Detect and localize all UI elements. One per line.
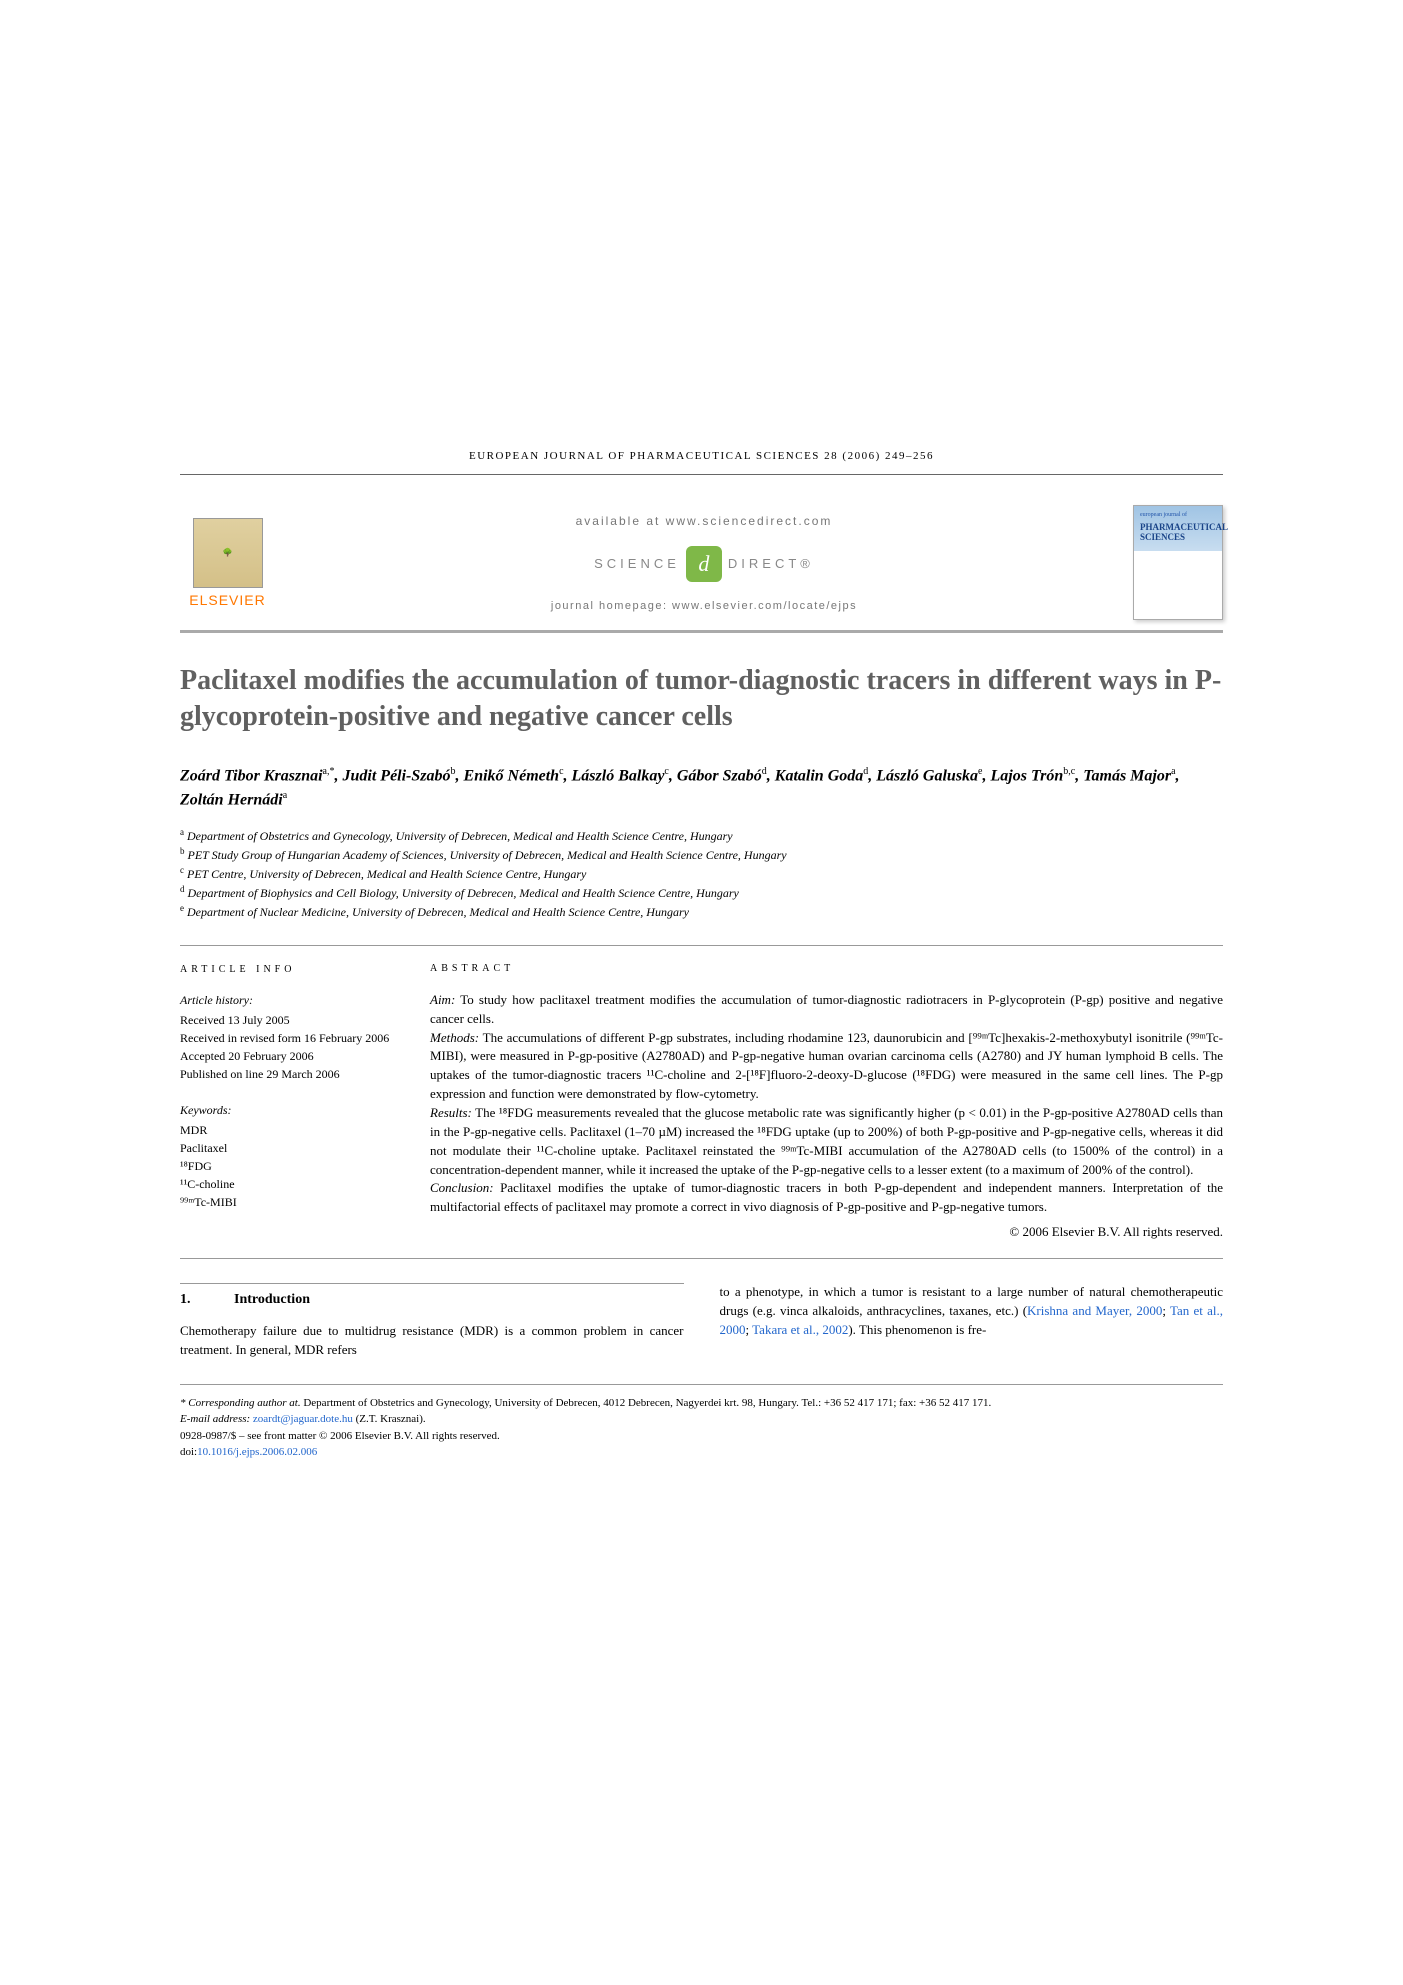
footer: * Corresponding author at. Department of… xyxy=(180,1384,1223,1461)
keyword: ¹⁸FDG xyxy=(180,1157,390,1175)
section-title: Introduction xyxy=(234,1292,310,1307)
abstract-heading: ABSTRACT xyxy=(430,962,1223,977)
elsevier-tree-icon: 🌳 xyxy=(193,518,263,588)
intro-para-2: to a phenotype, in which a tumor is resi… xyxy=(720,1283,1224,1340)
history-label: Article history: xyxy=(180,991,390,1009)
conclusion-text: Paclitaxel modifies the uptake of tumor-… xyxy=(430,1180,1223,1214)
sd-at-icon: d xyxy=(686,546,722,582)
methods-label: Methods: xyxy=(430,1030,479,1045)
elsevier-logo: 🌳 ELSEVIER xyxy=(180,518,275,608)
issn-line: 0928-0987/$ – see front matter © 2006 El… xyxy=(180,1428,1223,1445)
cover-title: PHARMACEUTICAL SCIENCES xyxy=(1140,522,1216,542)
aim-label: Aim: xyxy=(430,992,455,1007)
citation-1[interactable]: Krishna and Mayer, 2000 xyxy=(1027,1303,1162,1318)
conclusion-label: Conclusion: xyxy=(430,1180,494,1195)
sd-left: SCIENCE xyxy=(594,556,680,571)
abstract-aim: Aim: To study how paclitaxel treatment m… xyxy=(430,991,1223,1029)
sd-right: DIRECT® xyxy=(728,556,814,571)
top-rule xyxy=(180,474,1223,475)
info-abstract-block: ARTICLE INFO Article history: Received 1… xyxy=(180,945,1223,1258)
article-info: ARTICLE INFO Article history: Received 1… xyxy=(180,962,390,1241)
column-left: 1.Introduction Chemotherapy failure due … xyxy=(180,1283,684,1360)
aim-text: To study how paclitaxel treatment modifi… xyxy=(430,992,1223,1026)
keyword: Paclitaxel xyxy=(180,1139,390,1157)
history-line: Published on line 29 March 2006 xyxy=(180,1065,390,1083)
affiliation-line: a Department of Obstetrics and Gynecolog… xyxy=(180,826,1223,845)
history-line: Received in revised form 16 February 200… xyxy=(180,1029,390,1047)
keyword: MDR xyxy=(180,1121,390,1139)
journal-homepage: journal homepage: www.elsevier.com/locat… xyxy=(275,600,1133,612)
doi-label: doi: xyxy=(180,1446,197,1458)
citation-3[interactable]: Takara et al., 2002 xyxy=(752,1322,848,1337)
corr-label: * Corresponding author at. xyxy=(180,1397,301,1409)
corresponding-author: * Corresponding author at. Department of… xyxy=(180,1395,1223,1412)
email-line: E-mail address: zoardt@jaguar.dote.hu (Z… xyxy=(180,1411,1223,1428)
keywords-label: Keywords: xyxy=(180,1101,390,1119)
corr-text: Department of Obstetrics and Gynecology,… xyxy=(303,1397,991,1409)
elsevier-name: ELSEVIER xyxy=(180,592,275,608)
intro-para-1: Chemotherapy failure due to multidrug re… xyxy=(180,1322,684,1360)
journal-cover: european journal of PHARMACEUTICAL SCIEN… xyxy=(1133,505,1223,620)
email-label: E-mail address: xyxy=(180,1413,250,1425)
section-number: 1. xyxy=(180,1290,234,1310)
history-line: Accepted 20 February 2006 xyxy=(180,1047,390,1065)
doi-line: doi:10.1016/j.ejps.2006.02.006 xyxy=(180,1444,1223,1461)
keyword: ¹¹C-choline xyxy=(180,1175,390,1193)
cover-small-text: european journal of xyxy=(1140,512,1216,518)
affiliations: a Department of Obstetrics and Gynecolog… xyxy=(180,826,1223,921)
abstract-methods: Methods: The accumulations of different … xyxy=(430,1029,1223,1104)
abstract-conclusion: Conclusion: Paclitaxel modifies the upta… xyxy=(430,1179,1223,1217)
available-at: available at www.sciencedirect.com xyxy=(275,514,1133,528)
header-center: available at www.sciencedirect.com SCIEN… xyxy=(275,514,1133,612)
results-text: The ¹⁸FDG measurements revealed that the… xyxy=(430,1105,1223,1177)
body-columns: 1.Introduction Chemotherapy failure due … xyxy=(180,1283,1223,1360)
publisher-header: 🌳 ELSEVIER available at www.sciencedirec… xyxy=(180,495,1223,633)
running-header: EUROPEAN JOURNAL OF PHARMACEUTICAL SCIEN… xyxy=(180,450,1223,462)
copyright: © 2006 Elsevier B.V. All rights reserved… xyxy=(430,1223,1223,1242)
email-link[interactable]: zoardt@jaguar.dote.hu xyxy=(253,1413,353,1425)
keyword: ⁹⁹ᵐTc-MIBI xyxy=(180,1193,390,1211)
info-heading: ARTICLE INFO xyxy=(180,962,390,977)
abstract: ABSTRACT Aim: To study how paclitaxel tr… xyxy=(430,962,1223,1241)
abstract-results: Results: The ¹⁸FDG measurements revealed… xyxy=(430,1104,1223,1179)
sciencedirect-logo: SCIENCE d DIRECT® xyxy=(594,546,814,582)
affiliation-line: c PET Centre, University of Debrecen, Me… xyxy=(180,864,1223,883)
email-name: (Z.T. Krasznai). xyxy=(356,1413,426,1425)
keywords-block: Keywords: MDRPaclitaxel¹⁸FDG¹¹C-choline⁹… xyxy=(180,1101,390,1211)
column-right: to a phenotype, in which a tumor is resi… xyxy=(720,1283,1224,1360)
history-block: Article history: Received 13 July 2005Re… xyxy=(180,991,390,1083)
results-label: Results: xyxy=(430,1105,472,1120)
section-heading: 1.Introduction xyxy=(180,1283,684,1310)
affiliation-line: e Department of Nuclear Medicine, Univer… xyxy=(180,902,1223,921)
history-line: Received 13 July 2005 xyxy=(180,1011,390,1029)
article-title: Paclitaxel modifies the accumulation of … xyxy=(180,663,1223,736)
affiliation-line: b PET Study Group of Hungarian Academy o… xyxy=(180,845,1223,864)
authors: Zoárd Tibor Krasznaia,*, Judit Péli-Szab… xyxy=(180,764,1223,813)
affiliation-line: d Department of Biophysics and Cell Biol… xyxy=(180,883,1223,902)
methods-text: The accumulations of different P-gp subs… xyxy=(430,1030,1223,1102)
doi-link[interactable]: 10.1016/j.ejps.2006.02.006 xyxy=(197,1446,317,1458)
